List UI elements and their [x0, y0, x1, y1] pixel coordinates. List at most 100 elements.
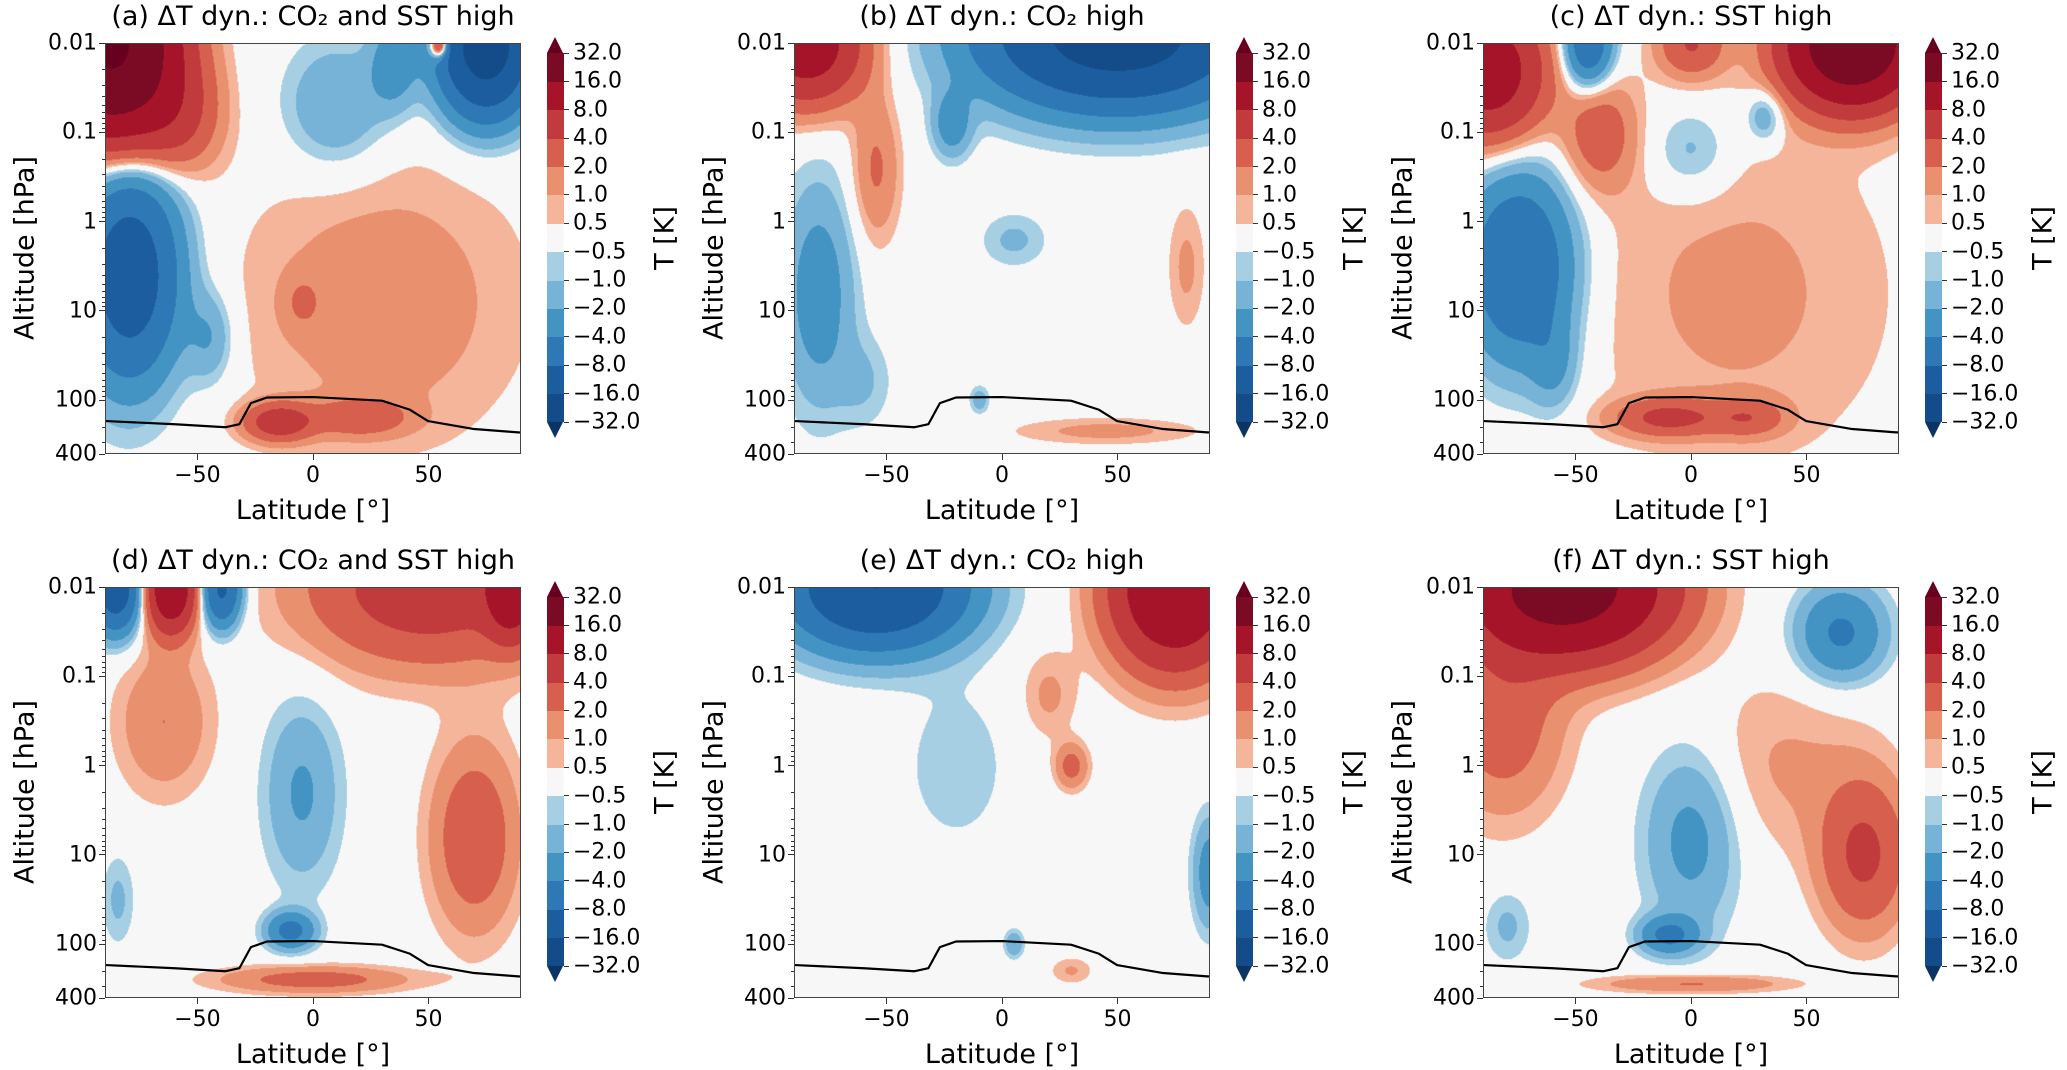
- panel-d: (d) ΔT dyn.: CO₂ and SST high 0.01 0.1 1 10 1…: [10, 545, 681, 1070]
- y-minor-tick: [102, 807, 105, 809]
- colorbar-tick-mark: [1253, 80, 1258, 82]
- filled-contour-field: [106, 44, 520, 453]
- filled-contour-field: [1484, 588, 1898, 997]
- colorbar-tick-label: 32.0: [573, 40, 622, 66]
- y-minor-tick: [1480, 207, 1483, 209]
- colorbar-tick-label: 8.0: [1262, 641, 1297, 667]
- colorbar-tick-mark: [1253, 109, 1258, 111]
- colorbar-tick-label: −8.0: [1951, 352, 2005, 378]
- colorbar-segment: [547, 280, 564, 309]
- colorbar-tick-mark: [564, 624, 569, 626]
- colorbar-tick-label: 32.0: [1262, 584, 1311, 610]
- colorbar-segment: [1236, 852, 1253, 882]
- y-minor-tick: [791, 667, 794, 669]
- y-minor-tick: [791, 364, 794, 366]
- y-tick-label: 100: [55, 387, 97, 413]
- colorbar-tick-mark: [1942, 937, 1947, 939]
- colorbar-tick-mark: [1942, 766, 1947, 768]
- tropopause-overlay: [105, 395, 521, 434]
- x-tick-mark: [885, 454, 887, 460]
- x-tick-mark: [196, 998, 198, 1004]
- colorbar-tick-label: 0.5: [1262, 754, 1297, 780]
- y-minor-tick: [102, 372, 105, 374]
- y-minor-tick: [102, 96, 105, 98]
- panel-a: (a) ΔT dyn.: CO₂ and SST high 0.01 0.1 1 10 1…: [10, 1, 681, 526]
- colorbar-tick-mark: [564, 710, 569, 712]
- y-tick-label: 1: [1461, 209, 1475, 235]
- panel-b: (b) ΔT dyn.: CO₂ high 0.01 0.1 1 10 100 400 −50…: [699, 1, 1370, 526]
- colorbar-tick-label: −0.5: [1951, 783, 2005, 809]
- y-minor-tick: [1480, 939, 1483, 941]
- colorbar-tick-label: 2.0: [1951, 698, 1986, 724]
- x-tick-label: 0: [306, 463, 320, 488]
- y-minor-tick: [791, 648, 794, 650]
- colorbar-segment: [547, 795, 564, 825]
- tropopause-line: [794, 939, 1210, 978]
- y-minor-tick: [102, 111, 105, 113]
- colorbar-tick-mark: [1942, 710, 1947, 712]
- colorbar-tick-mark: [564, 937, 569, 939]
- colorbar-tick-label: 32.0: [1951, 584, 2000, 610]
- y-minor-tick: [102, 379, 105, 381]
- y-minor-tick: [791, 997, 794, 999]
- y-minor-tick: [1480, 301, 1483, 303]
- colorbar-segment: [1236, 710, 1253, 740]
- colorbar-segment: [547, 767, 564, 797]
- y-minor-tick: [1480, 337, 1483, 339]
- y-minor-tick: [1480, 897, 1483, 899]
- y-tick-mark: [1477, 943, 1483, 945]
- y-tick-label: 0.01: [1426, 574, 1475, 600]
- colorbar-tick-label: −16.0: [573, 381, 641, 407]
- y-minor-tick: [102, 661, 105, 663]
- tropopause-line: [105, 939, 521, 978]
- colorbar-tick-label: −32.0: [573, 409, 641, 435]
- y-tick-mark: [1477, 854, 1483, 856]
- y-minor-tick: [791, 395, 794, 397]
- y-minor-tick: [791, 640, 794, 642]
- y-minor-tick: [102, 908, 105, 910]
- y-tick-mark: [1477, 221, 1483, 223]
- panel-c: (c) ΔT dyn.: SST high 0.01 0.1 1 10 100 400 −50…: [1388, 1, 2059, 526]
- y-minor-tick: [1480, 850, 1483, 852]
- colorbar-tick-mark: [1253, 421, 1258, 423]
- colorbar: [547, 37, 564, 438]
- colorbar-tick-label: −1.0: [1262, 267, 1316, 293]
- y-minor-tick: [1480, 372, 1483, 374]
- y-tick-label: 100: [744, 931, 786, 957]
- x-tick-mark: [428, 998, 430, 1004]
- x-tick-label: 0: [1684, 463, 1698, 488]
- colorbar-label: T [K]: [649, 206, 681, 270]
- y-minor-tick: [102, 840, 105, 842]
- colorbar-segment: [547, 81, 564, 111]
- colorbar-tick-mark: [1942, 624, 1947, 626]
- colorbar: [1925, 37, 1942, 438]
- colorbar-segment: [547, 597, 564, 626]
- colorbar-segment: [547, 738, 564, 768]
- y-tick-label: 0.1: [1440, 119, 1475, 145]
- y-minor-tick: [791, 613, 794, 615]
- colorbar-tick-label: −2.0: [1262, 295, 1316, 321]
- x-tick-label: −50: [174, 1007, 221, 1032]
- x-tick-label: 0: [995, 1007, 1009, 1032]
- y-minor-tick: [791, 185, 794, 187]
- y-tick-mark: [1477, 765, 1483, 767]
- contour-plot-area: [1483, 587, 1899, 998]
- y-tick-label: 10: [758, 298, 786, 324]
- colorbar-segment: [1236, 308, 1253, 338]
- y-minor-tick: [791, 807, 794, 809]
- y-minor-tick: [791, 818, 794, 820]
- tropopause-overlay: [105, 939, 521, 978]
- colorbar-tick-label: 1.0: [573, 182, 608, 208]
- colorbar-tick-mark: [1253, 251, 1258, 253]
- colorbar-tick-label: −2.0: [1951, 295, 2005, 321]
- colorbar-segment: [547, 909, 564, 939]
- x-tick-label: −50: [863, 463, 910, 488]
- y-minor-tick: [791, 761, 794, 763]
- y-minor-tick: [102, 207, 105, 209]
- y-minor-tick: [791, 929, 794, 931]
- y-minor-tick: [791, 845, 794, 847]
- y-tick-mark: [788, 943, 794, 945]
- y-minor-tick: [791, 391, 794, 393]
- y-minor-tick: [1480, 640, 1483, 642]
- y-tick-label: 100: [1433, 387, 1475, 413]
